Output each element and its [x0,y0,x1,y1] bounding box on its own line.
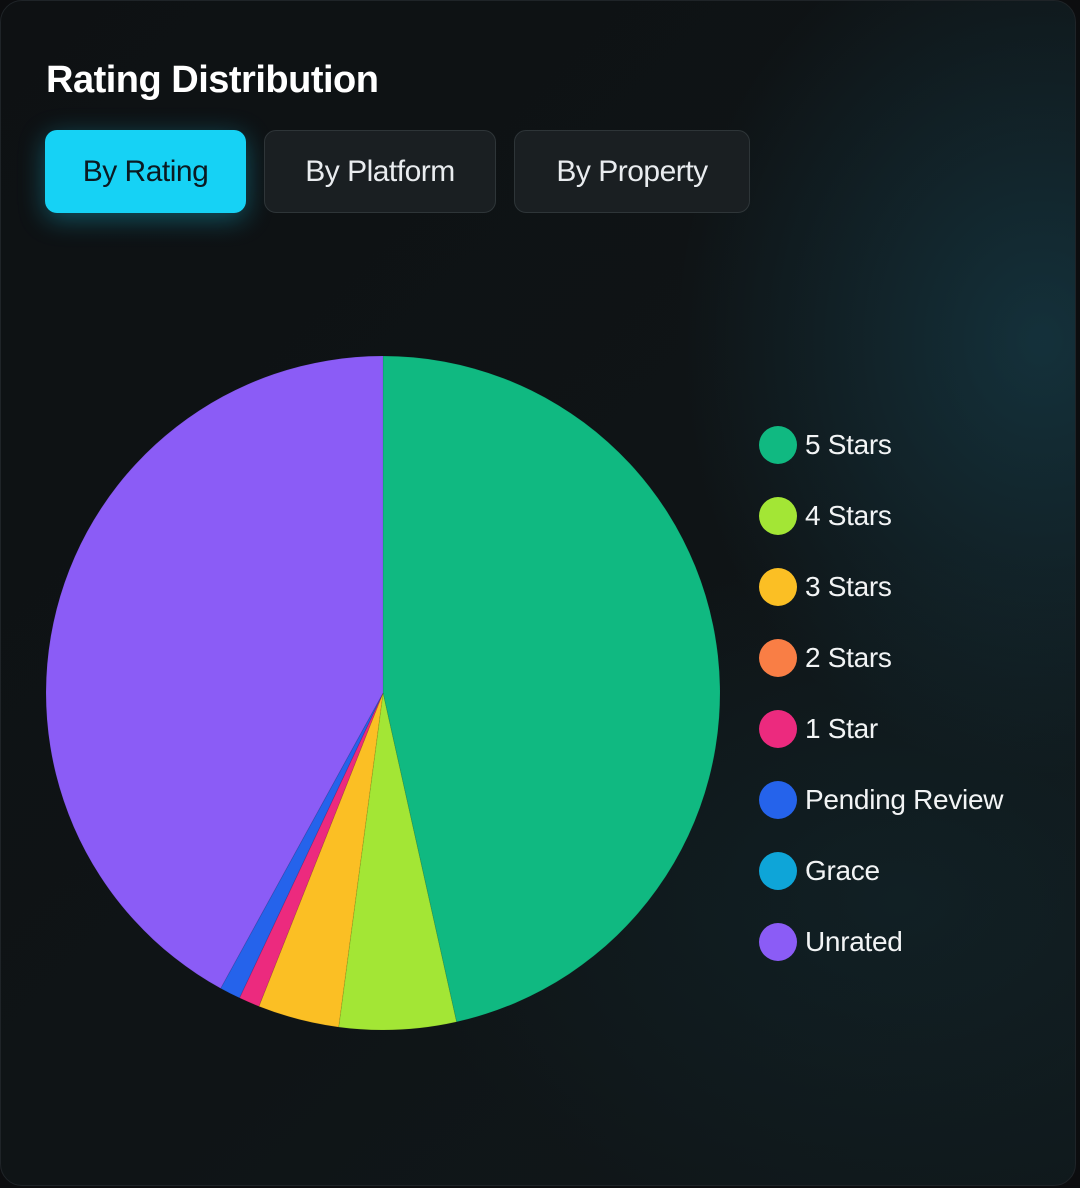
legend-item-grace[interactable]: Grace [759,851,880,891]
legend-swatch [759,781,797,819]
legend-swatch [759,923,797,961]
card-title: Rating Distribution [46,59,379,101]
legend-item-2-stars[interactable]: 2 Stars [759,638,892,678]
legend-swatch [759,710,797,748]
pie-slice-5-stars[interactable] [382,355,721,1023]
tab-by-platform[interactable]: By Platform [264,130,496,213]
legend-swatch [759,426,797,464]
legend-label: 5 Stars [805,429,892,460]
tab-by-rating[interactable]: By Rating [45,130,246,213]
legend-item-5-stars[interactable]: 5 Stars [759,425,892,465]
legend-label: 3 Stars [805,571,892,602]
pie-slice-pending-review[interactable] [219,692,384,999]
legend-label: 1 Star [805,713,878,744]
pie-slice-3-stars[interactable] [258,692,384,1028]
legend-label: 2 Stars [805,642,892,673]
tab-by-property[interactable]: By Property [514,130,750,213]
legend-label: Pending Review [805,784,1004,815]
legend-label: 4 Stars [805,500,892,531]
pie-slice-4-stars[interactable] [338,692,458,1031]
legend-label: Grace [805,855,880,886]
legend-item-unrated[interactable]: Unrated [759,922,903,962]
legend-item-pending-review[interactable]: Pending Review [759,780,1003,820]
legend-label: Unrated [805,926,903,957]
legend-swatch [759,639,797,677]
pie-slice-unrated[interactable] [45,355,384,989]
legend-swatch [759,568,797,606]
legend-item-1-star[interactable]: 1 Star [759,709,878,749]
legend-item-4-stars[interactable]: 4 Stars [759,496,892,536]
legend-swatch [759,852,797,890]
legend-swatch [759,497,797,535]
pie-slice-1-star[interactable] [238,692,384,1007]
legend-item-3-stars[interactable]: 3 Stars [759,567,892,607]
